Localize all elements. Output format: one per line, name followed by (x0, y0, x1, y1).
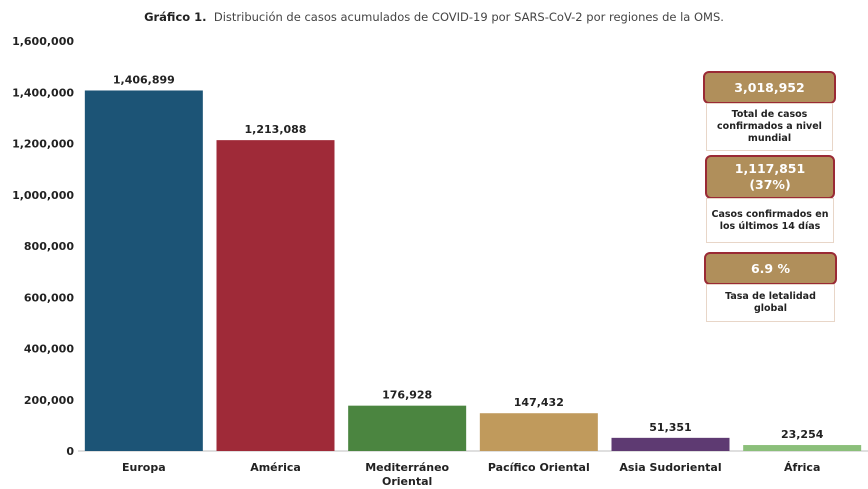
y-tick-label: 600,000 (24, 291, 74, 304)
kpi-total-value: 3,018,952 (703, 71, 836, 104)
category-label: Pacífico Oriental (488, 461, 590, 474)
y-tick-label: 0 (66, 445, 74, 458)
y-tick-label: 200,000 (24, 394, 74, 407)
kpi-recent-value-text: 1,117,851 (37%) (734, 161, 806, 192)
data-label: 23,254 (781, 428, 824, 441)
chart-title: Gráfico 1. Distribución de casos acumula… (0, 10, 868, 24)
chart-title-text: Distribución de casos acumulados de COVI… (213, 10, 724, 24)
chart-title-prefix: Gráfico 1. (144, 10, 207, 24)
bar (216, 140, 335, 452)
category-label: Mediterráneo (365, 461, 449, 474)
kpi-total-caption-text: Total de casos confirmados a nivel mundi… (717, 109, 822, 144)
bar (479, 413, 598, 451)
category-label: Europa (122, 461, 166, 474)
y-tick-label: 1,200,000 (12, 138, 74, 151)
y-tick-label: 1,600,000 (12, 35, 74, 48)
data-label: 176,928 (382, 389, 432, 402)
kpi-total-caption: Total de casos confirmados a nivel mundi… (706, 103, 833, 151)
category-label: América (250, 461, 301, 474)
kpi-lethality-caption-text: Tasa de letalidad global (725, 291, 816, 314)
kpi-total-value-text: 3,018,952 (734, 79, 805, 95)
category-label: Oriental (382, 475, 432, 488)
category-label: Asia Sudoriental (619, 461, 721, 474)
kpi-lethality-caption: Tasa de letalidad global (706, 284, 835, 322)
bar (348, 405, 467, 451)
bar (611, 437, 730, 451)
y-tick-label: 800,000 (24, 240, 74, 253)
data-label: 1,406,899 (113, 73, 175, 86)
category-label: África (784, 461, 820, 474)
kpi-lethality-value: 6.9 % (704, 252, 837, 285)
y-tick-label: 400,000 (24, 343, 74, 356)
data-label: 147,432 (514, 396, 564, 409)
kpi-recent-caption: Casos confirmados en los últimos 14 días (706, 198, 834, 243)
bar (743, 445, 862, 451)
kpi-lethality-value-text: 6.9 % (750, 260, 791, 276)
y-tick-label: 1,000,000 (12, 189, 74, 202)
kpi-recent-value: 1,117,851 (37%) (705, 155, 835, 199)
data-label: 1,213,088 (245, 123, 307, 136)
kpi-recent-caption-text: Casos confirmados en los últimos 14 días (711, 208, 829, 232)
data-label: 51,351 (649, 421, 691, 434)
y-tick-label: 1,400,000 (12, 86, 74, 99)
bar (84, 90, 203, 452)
